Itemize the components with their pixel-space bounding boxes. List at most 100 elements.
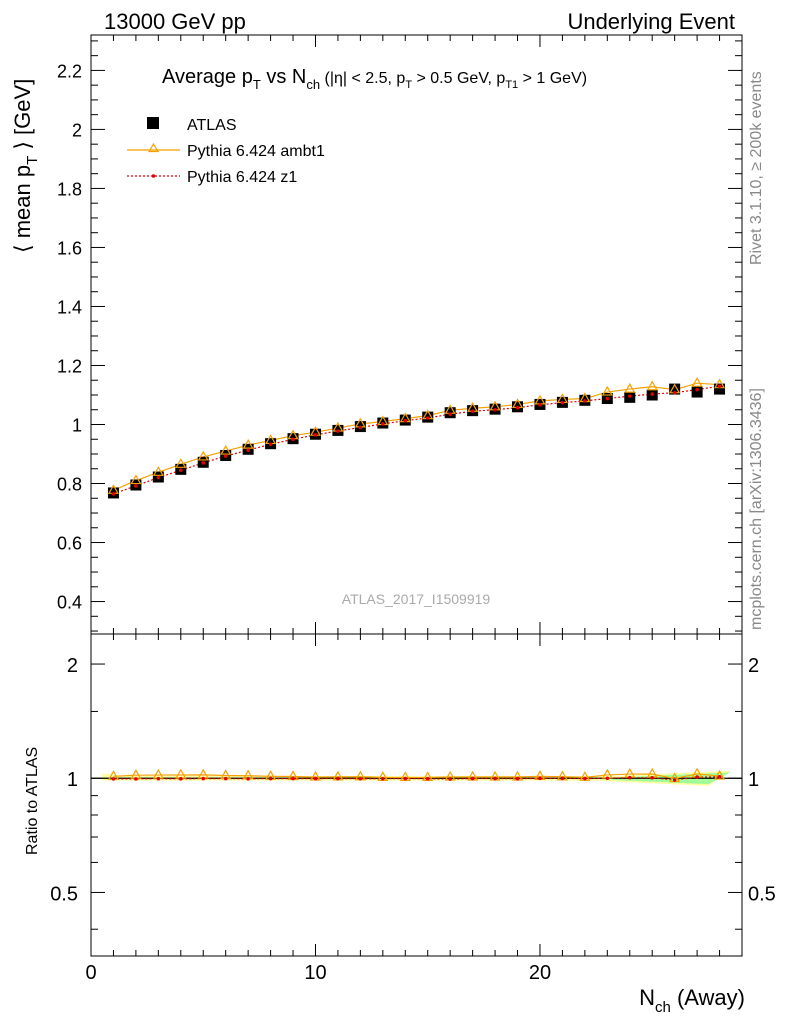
pythia-z1-point	[448, 412, 452, 416]
mcplots-label: mcplots.cern.ch [arXiv:1306.3436]	[748, 388, 765, 630]
ratio-z1-point	[134, 777, 138, 781]
y-axis-label: ⟨ mean pT ⟩ [GeV]	[10, 79, 41, 253]
ratio-line-pythia-z1	[113, 776, 720, 781]
x-tick-label: 20	[529, 962, 551, 984]
ratio-tick-label-right: 0.5	[748, 883, 776, 905]
ratio-y-axis-label: Ratio to ATLAS	[24, 747, 41, 855]
ratio-z1-point	[403, 776, 408, 781]
ratio-z1-point	[156, 776, 161, 781]
ratio-z1-point	[111, 777, 116, 781]
pythia-z1-point	[336, 429, 340, 433]
x-tick-label: 10	[304, 962, 326, 984]
pythia-ambt1-point	[242, 438, 254, 449]
ratio-ambt1-point	[714, 769, 726, 780]
ratio-z1-point	[313, 776, 318, 781]
pythia-z1-point	[627, 394, 632, 398]
pythia-z1-point	[223, 454, 228, 458]
y-tick-label: 1.8	[57, 179, 82, 199]
ratio-z1-point	[178, 777, 183, 781]
atlas-data-point	[714, 383, 726, 395]
pythia-z1-point	[515, 405, 520, 410]
ratio-tick-label: 1	[67, 769, 78, 791]
ratio-tick-label: 2	[67, 655, 78, 677]
pythia-z1-point	[538, 402, 542, 407]
y-tick-label: 1.4	[57, 297, 82, 317]
y-tick-label: 1	[72, 415, 82, 435]
pythia-z1-point	[695, 387, 699, 392]
pythia-z1-point	[583, 399, 587, 403]
ratio-z1-point	[538, 776, 542, 781]
ratio-line-pythia-ambt1	[113, 773, 720, 780]
ratio-tick-label-right: 2	[748, 655, 759, 677]
pythia-ambt1-point	[691, 376, 703, 387]
y-tick-label: 0.4	[57, 593, 82, 613]
header-left: 13000 GeV pp	[104, 9, 246, 34]
legend-label-atlas: ATLAS	[187, 117, 237, 134]
ratio-z1-point	[246, 776, 250, 781]
pythia-z1-point	[134, 484, 138, 488]
ratio-z1-point	[493, 776, 497, 781]
pythia-z1-point	[470, 409, 475, 414]
ratio-z1-point	[583, 776, 587, 781]
ratio-z1-point	[515, 776, 520, 781]
y-tick-label: 1.2	[57, 356, 82, 376]
legend-marker-ambt1	[147, 142, 160, 153]
pythia-ambt1-point	[152, 466, 164, 476]
analysis-watermark: ATLAS_2017_I1509919	[342, 591, 491, 607]
ratio-z1-point	[560, 776, 565, 781]
pythia-z1-point	[672, 390, 677, 395]
legend-label-ambt1: Pythia 6.424 ambt1	[187, 143, 325, 160]
y-tick-label: 1.6	[57, 238, 82, 258]
pythia-z1-point	[111, 492, 116, 496]
ratio-tick-label-right: 1	[748, 769, 759, 791]
ratio-z1-point	[448, 777, 452, 781]
pythia-z1-point	[425, 416, 430, 420]
ratio-z1-point	[717, 774, 722, 779]
pythia-ambt1-point	[601, 385, 613, 396]
ratio-z1-point	[627, 775, 632, 780]
pythia-z1-point	[560, 400, 565, 405]
pythia-z1-point	[156, 475, 161, 480]
legend-label-z1: Pythia 6.424 z1	[187, 169, 297, 186]
ratio-z1-point	[695, 775, 699, 779]
pythia-z1-point	[493, 407, 497, 412]
legend-marker-z1	[151, 174, 156, 178]
pythia-ambt1-point	[175, 458, 187, 468]
ratio-z1-point	[291, 776, 295, 781]
series-line-pythia-z1	[113, 385, 720, 495]
ratio-plot-frame	[90, 633, 743, 957]
series-line-pythia-ambt1	[113, 382, 720, 491]
x-axis-label: Nch (Away)	[639, 985, 745, 1016]
atlas-data-point	[691, 386, 703, 398]
pythia-ambt1-point	[220, 444, 232, 455]
pythia-z1-point	[605, 396, 610, 401]
ratio-z1-point	[650, 775, 655, 780]
pythia-z1-point	[178, 468, 183, 473]
pythia-z1-point	[246, 448, 250, 452]
ratio-z1-point	[672, 778, 677, 782]
pythia-z1-point	[403, 418, 408, 423]
pythia-z1-point	[268, 442, 273, 447]
pythia-ambt1-point	[197, 450, 209, 461]
ratio-z1-point	[223, 776, 228, 781]
legend: ATLAS Pythia 6.424 ambt1 Pythia 6.424 z1	[127, 117, 325, 186]
y-tick-label: 0.8	[57, 475, 82, 495]
header-right: Underlying Event	[567, 9, 735, 34]
atlas-data-point	[669, 383, 681, 395]
ratio-z1-point	[268, 776, 273, 781]
pythia-z1-point	[717, 384, 722, 388]
pythia-z1-point	[358, 425, 363, 430]
pythia-z1-point	[381, 422, 385, 426]
pythia-z1-point	[291, 437, 295, 442]
pythia-ambt1-point	[646, 380, 658, 391]
pythia-ambt1-point	[130, 474, 142, 485]
y-tick-label: 2	[72, 120, 82, 140]
chart-title: Average pT vs Nch (|η| < 2.5, pT > 0.5 G…	[162, 66, 587, 92]
x-tick-label: 0	[85, 962, 96, 984]
ratio-z1-point	[201, 776, 206, 781]
ratio-z1-point	[381, 776, 385, 781]
ratio-z1-point	[605, 776, 610, 781]
ratio-z1-point	[425, 776, 430, 781]
rivet-label: Rivet 3.1.10, ≥ 200k events	[748, 71, 765, 265]
